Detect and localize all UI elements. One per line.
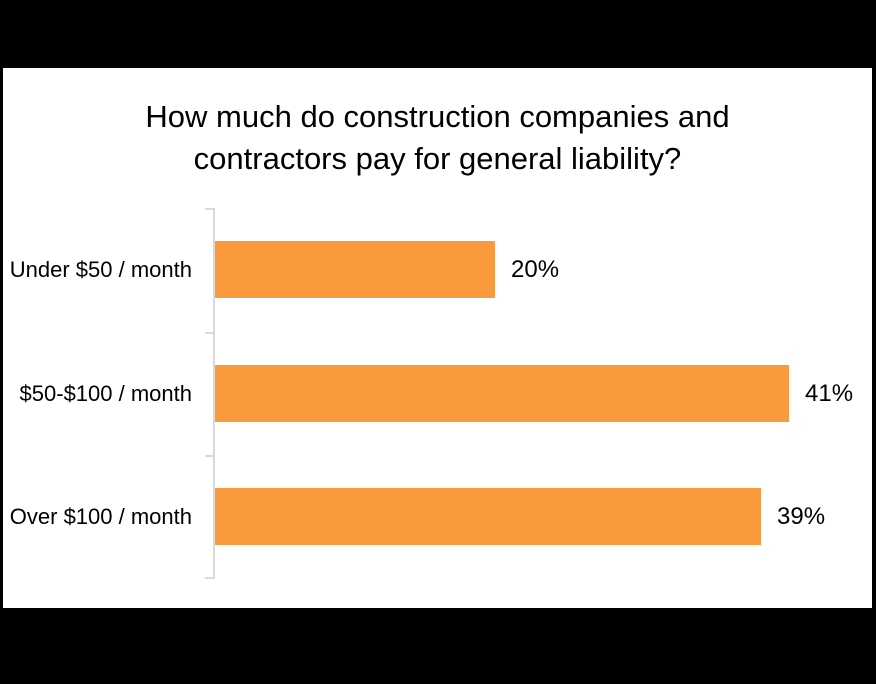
category-label: $50-$100 / month: [19, 381, 192, 406]
axis-tick: [205, 332, 213, 334]
y-axis-line: [213, 208, 215, 579]
bar: [215, 365, 789, 422]
value-label: 41%: [805, 380, 854, 407]
axis-tick: [205, 208, 213, 210]
bar: [215, 241, 495, 298]
category-label: Under $50 / month: [9, 257, 192, 282]
bar-row: $50-$100 / month 41%: [20, 332, 866, 456]
chart-title-line-1: How much do construction companies and: [145, 99, 730, 134]
chart-title-line-2: contractors pay for general liability?: [193, 141, 682, 176]
axis-tick: [205, 577, 213, 579]
bar-row: Under $50 / month 20%: [10, 208, 866, 332]
value-label: 39%: [777, 503, 826, 530]
category-label: Over $100 / month: [9, 504, 192, 529]
chart-title: How much do construction companies and c…: [3, 96, 872, 180]
value-label: 20%: [511, 256, 560, 283]
bar-row: Over $100 / month 39%: [10, 455, 866, 579]
plot-area: Under $50 / month 20% $50-$100 / month 41% O…: [10, 208, 866, 579]
axis-tick: [205, 455, 213, 457]
bar: [215, 488, 761, 545]
chart-panel: How much do construction companies and c…: [3, 68, 872, 608]
